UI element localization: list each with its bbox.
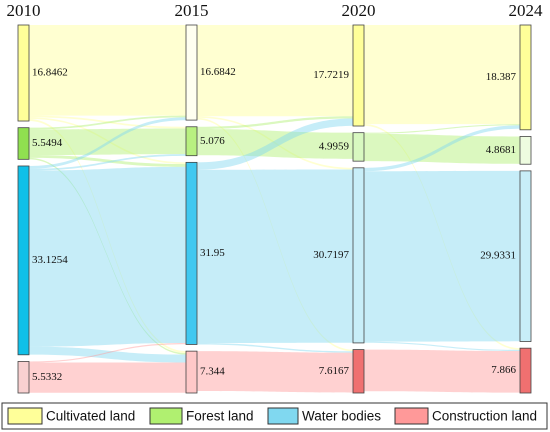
flow [364, 124, 520, 134]
flow [197, 129, 353, 159]
node-value: 16.6842 [200, 66, 236, 78]
node-value: 18.387 [486, 71, 517, 83]
flow [364, 25, 520, 125]
flow [29, 155, 186, 167]
node-value: 29.9331 [480, 250, 516, 262]
flow [197, 116, 353, 130]
node-value: 5.5332 [32, 371, 62, 383]
flow [29, 166, 186, 347]
year-label: 2020 [342, 1, 376, 20]
node-value: 17.7219 [313, 69, 349, 81]
flow [364, 124, 520, 350]
node [519, 347, 532, 394]
flow [364, 349, 520, 393]
node [519, 24, 532, 131]
flow [364, 341, 520, 352]
node [352, 24, 365, 127]
flow [29, 115, 186, 130]
node [352, 349, 365, 394]
flow [197, 117, 353, 352]
node-value: 5.5494 [32, 137, 63, 149]
flow [29, 128, 186, 156]
flow [29, 115, 186, 129]
legend-swatch [267, 407, 299, 425]
flow [364, 125, 520, 172]
node [185, 126, 198, 157]
flow [364, 170, 520, 342]
node [352, 167, 365, 344]
node-value: 31.95 [200, 247, 225, 259]
year-label: 2010 [7, 1, 41, 20]
node [17, 24, 30, 122]
flow [197, 116, 353, 170]
node-value: 7.6167 [319, 365, 350, 377]
legend-label: Forest land [186, 409, 254, 424]
node [17, 127, 30, 160]
flow [197, 343, 353, 353]
flow [29, 157, 186, 355]
legend-swatch [394, 407, 429, 425]
flow [364, 133, 520, 164]
flow [29, 346, 186, 363]
node-value: 7.344 [200, 366, 225, 378]
flow [197, 169, 353, 344]
legend-label: Construction land [432, 409, 537, 424]
node [185, 161, 198, 345]
legend-swatch [149, 407, 183, 425]
node-value: 16.8462 [32, 67, 68, 79]
year-label: 2015 [175, 1, 209, 20]
flow [197, 118, 353, 170]
flow [197, 351, 353, 393]
node [519, 170, 532, 342]
node [17, 361, 30, 394]
node-value: 4.8681 [486, 144, 516, 156]
flow [29, 119, 186, 354]
flow [29, 117, 186, 165]
node [519, 136, 532, 165]
node-value: 5.076 [200, 135, 225, 147]
flow [29, 117, 186, 169]
legend-label: Cultivated land [46, 409, 135, 424]
year-label: 2024 [509, 1, 544, 20]
node [185, 350, 198, 394]
node [17, 165, 30, 356]
node-value: 7.866 [491, 364, 516, 376]
node [185, 24, 198, 121]
flow [29, 25, 186, 116]
flow [197, 25, 353, 117]
flow [29, 154, 186, 171]
legend-label: Water bodies [302, 409, 381, 424]
flow [29, 343, 186, 363]
node-value: 33.1254 [32, 254, 68, 266]
flow [29, 362, 186, 393]
node-value: 30.7197 [313, 249, 349, 261]
node-value: 4.9959 [319, 140, 350, 152]
node [352, 132, 365, 162]
legend-swatch [7, 407, 43, 425]
